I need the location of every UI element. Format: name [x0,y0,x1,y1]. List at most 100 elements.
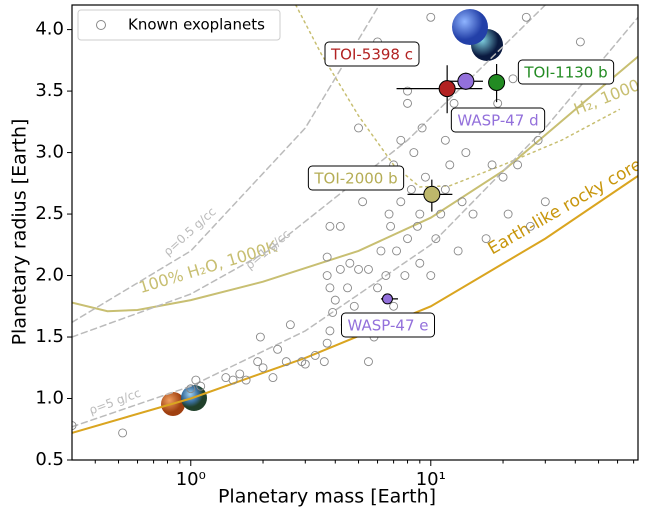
exoplanet-point [191,375,201,385]
exoplanet-point [118,428,128,438]
legend-label: Known exoplanets [128,16,265,34]
exoplanet-point [328,307,338,317]
model-curve [72,5,547,338]
x-tick-label: 10¹ [416,469,446,490]
highlighted-planet [423,185,441,203]
exoplanet-point [468,209,478,219]
exoplanet-point [72,421,77,431]
exoplanet-point [384,209,394,219]
exoplanet-point [440,135,450,145]
exoplanet-point [508,74,518,84]
planet-label: WASP-47 e [347,317,428,335]
plot-frame [71,4,639,461]
exoplanet-point [575,37,585,47]
exoplanet-point [396,135,406,145]
exoplanet-point [322,271,332,280]
model-curve [72,16,638,428]
exoplanet-point [540,197,550,207]
exoplanet-point [273,344,283,354]
exoplanet-point [426,12,436,22]
exoplanet-point [521,12,531,22]
legend-marker [96,20,106,30]
exoplanet-point [403,234,412,244]
highlighted-planet [381,293,393,305]
exoplanet-point [354,264,363,274]
exoplanet-point [525,221,535,231]
exoplanet-point [503,209,513,219]
model-curve [295,5,621,188]
curve-label: 100% H₂O, 1000K [136,237,279,297]
exoplanet-point [436,209,446,219]
y-tick-label: 1.0 [35,388,64,409]
planet-label: TOI-5398 c [330,46,413,64]
label-box [450,107,546,133]
exoplanet-point [403,98,412,108]
exoplanet-point [389,301,399,311]
model-curve [72,55,638,313]
exoplanet-point [392,246,401,256]
exoplanet-point [325,221,335,231]
exoplanet-point [386,221,396,231]
exoplanet-point [268,373,278,383]
exoplanet-point [241,375,251,385]
exoplanet-point [431,234,441,244]
exoplanet-point [457,197,467,207]
exoplanet-point [235,369,245,379]
model-curve [72,5,381,324]
y-tick-label: 3.0 [35,142,64,163]
exoplanet-point [319,357,329,367]
exoplanet-point [325,326,335,336]
exoplanet-point [417,123,427,133]
curve-label: ρ=0.5 g/cc [161,205,219,259]
exoplanet-point [396,197,406,207]
exoplanet-point [281,357,291,367]
highlighted-planet [457,72,475,90]
highlighted-planet [438,80,456,98]
exoplanet-point [285,320,295,330]
y-tick-label: 1.5 [35,326,64,347]
exoplanet-point [513,160,523,170]
exoplanet-point [364,357,373,367]
exoplanet-point [409,148,419,158]
exoplanet-point [364,264,373,274]
label-box [324,41,420,67]
exoplanet-point [415,209,425,219]
exoplanet-point [493,98,503,108]
exoplanet-point [381,271,391,280]
exoplanet-point [400,271,410,280]
exoplanet-point [325,283,335,293]
legend: Known exoplanets [77,9,281,41]
y-tick-label: 4.0 [35,19,64,40]
exoplanet-point [330,295,340,305]
exoplanet-point [461,148,471,158]
y-tick-label: 2.0 [35,265,64,286]
exoplanet-point [255,332,265,342]
y-tick-label: 2.5 [35,203,64,224]
y-axis-label: Planetary radius [Earth] [9,119,31,346]
exoplanet-point [322,252,332,262]
exoplanet-point [345,258,355,268]
exoplanet-point [420,172,430,182]
exoplanet-point [322,338,332,348]
exoplanet-point [335,221,345,231]
exoplanet-point [487,160,497,170]
x-axis-label: Planetary mass [Earth] [218,486,436,508]
exoplanet-point [449,98,459,108]
label-box [517,59,615,85]
exoplanet-point [335,264,345,274]
exoplanet-point [415,258,425,268]
exoplanet-point [300,359,310,369]
exoplanet-point [376,246,386,256]
exoplanet-point [349,301,359,311]
exoplanet-point [186,384,196,394]
exoplanet-point [310,351,320,360]
planet-label: TOI-2000 b [313,170,397,188]
planet-label: TOI-1130 b [523,64,607,82]
x-tick-label: 10⁰ [176,469,206,490]
exoplanet-point [533,135,543,145]
exoplanet-point [373,283,382,293]
curve-label: Earth-like rocky core [485,155,646,259]
exoplanet-point [403,86,412,96]
